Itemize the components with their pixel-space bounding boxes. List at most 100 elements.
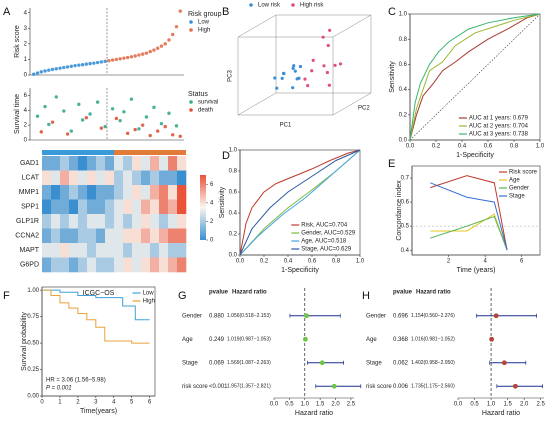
color-tick-label: 4 bbox=[210, 200, 214, 206]
x-tick-label: 1.0 bbox=[356, 259, 365, 265]
y-tick-label: 0.25 bbox=[27, 367, 39, 373]
heat-cell bbox=[51, 228, 61, 244]
hr-point bbox=[501, 360, 507, 366]
y-tick-label: 0.4 bbox=[229, 211, 238, 217]
hr-point bbox=[302, 336, 308, 342]
point bbox=[292, 64, 296, 68]
point bbox=[58, 66, 62, 70]
point bbox=[110, 58, 115, 62]
x-axis-label: 1-Specificity bbox=[281, 267, 319, 274]
x-tick-label: 0.0 bbox=[236, 259, 245, 265]
y-tick-label: 0.50 bbox=[27, 341, 39, 347]
point bbox=[80, 63, 85, 67]
color-tick-label: 0 bbox=[210, 238, 214, 244]
hr-point bbox=[304, 313, 309, 319]
x-tick-label: 6 bbox=[520, 259, 524, 265]
heat-cell bbox=[159, 185, 169, 200]
point bbox=[174, 24, 179, 29]
heat-cell bbox=[96, 257, 106, 273]
heat-cell bbox=[150, 257, 160, 273]
heat-cell bbox=[87, 243, 97, 258]
heat-cell bbox=[87, 185, 97, 200]
color-tick-label: 2 bbox=[210, 219, 214, 225]
point bbox=[152, 48, 156, 52]
heat-cell bbox=[168, 214, 178, 229]
panel-letter: H bbox=[362, 290, 370, 302]
point bbox=[159, 44, 164, 48]
point bbox=[178, 134, 182, 138]
heat-cell bbox=[69, 199, 79, 215]
y-tick-label: 3 bbox=[24, 26, 28, 32]
point bbox=[291, 86, 295, 90]
point bbox=[321, 35, 325, 39]
legend-label: AUC at 1 years: 0.679 bbox=[469, 116, 529, 122]
heat-cell bbox=[105, 199, 115, 215]
heat-cell bbox=[150, 214, 160, 229]
point bbox=[39, 70, 43, 74]
y-tick-label: 4 bbox=[24, 108, 28, 114]
heat-cell bbox=[69, 185, 79, 200]
y-tick-label: 0.4 bbox=[401, 248, 410, 254]
panel-letter: F bbox=[3, 290, 10, 302]
heat-cell bbox=[132, 156, 142, 171]
heat-cell bbox=[168, 156, 178, 171]
heat-cell bbox=[114, 257, 124, 273]
gene-label: LCAT bbox=[22, 175, 40, 182]
x-tick-label: 1.0 bbox=[536, 144, 545, 150]
series-line bbox=[42, 289, 150, 321]
heat-cell bbox=[168, 199, 178, 215]
p-value: 0.696 bbox=[393, 313, 409, 319]
gene-label: CCNA2 bbox=[15, 233, 39, 240]
point bbox=[99, 60, 104, 64]
y-tick-label: 0.6 bbox=[399, 62, 408, 68]
point bbox=[50, 120, 55, 124]
legend-label: Gender bbox=[509, 186, 529, 192]
point bbox=[47, 68, 51, 72]
point bbox=[140, 52, 145, 56]
point bbox=[110, 107, 115, 111]
point bbox=[118, 57, 122, 61]
annotation: P = 0.001 bbox=[46, 386, 72, 392]
legend-label: Risk score bbox=[509, 170, 538, 176]
point bbox=[118, 118, 122, 123]
point bbox=[103, 59, 107, 63]
legend-swatch bbox=[189, 108, 193, 112]
legend-label: AUC at 3 years: 0.738 bbox=[469, 132, 529, 138]
point bbox=[338, 62, 343, 66]
point bbox=[122, 110, 126, 114]
panel-letter: E bbox=[388, 158, 395, 170]
point bbox=[80, 118, 85, 122]
point bbox=[35, 71, 40, 75]
point bbox=[298, 64, 303, 69]
x-tick-label: 6 bbox=[148, 400, 152, 406]
hr-label: 1.569(1.087−2.263) bbox=[227, 360, 271, 366]
legend-label: Risk, AUC=0.704 bbox=[301, 223, 348, 229]
x-tick-label: 1 bbox=[58, 400, 62, 406]
x-tick-label: 1.0 bbox=[301, 402, 310, 408]
heat-cell bbox=[78, 156, 88, 171]
x-tick-label: 0.6 bbox=[484, 144, 493, 150]
point bbox=[54, 95, 58, 99]
gene-label: G6PD bbox=[20, 262, 39, 269]
column-header: pvalue bbox=[393, 290, 413, 296]
heat-cell bbox=[42, 199, 52, 215]
point bbox=[129, 55, 134, 59]
row-label: Gender bbox=[182, 313, 202, 319]
heat-cell bbox=[177, 257, 187, 273]
heat-cell bbox=[123, 170, 133, 186]
heat-cell bbox=[141, 199, 151, 215]
heat-cell bbox=[60, 185, 70, 200]
heat-cell bbox=[78, 185, 88, 200]
heat-cell bbox=[114, 243, 124, 258]
y-tick-label: 0.8 bbox=[229, 169, 238, 175]
heat-cell bbox=[105, 170, 115, 186]
y-tick-label: 2 bbox=[24, 123, 28, 129]
hr-label: 1.056(0.518−2.153) bbox=[227, 313, 271, 319]
heat-cell bbox=[177, 243, 187, 258]
x-tick-label: 0.0 bbox=[270, 402, 279, 408]
heat-cell bbox=[132, 214, 142, 229]
legend-swatch bbox=[291, 3, 295, 7]
x-tick-label: 2 bbox=[447, 259, 451, 265]
heat-cell bbox=[159, 228, 169, 244]
point bbox=[152, 105, 156, 110]
